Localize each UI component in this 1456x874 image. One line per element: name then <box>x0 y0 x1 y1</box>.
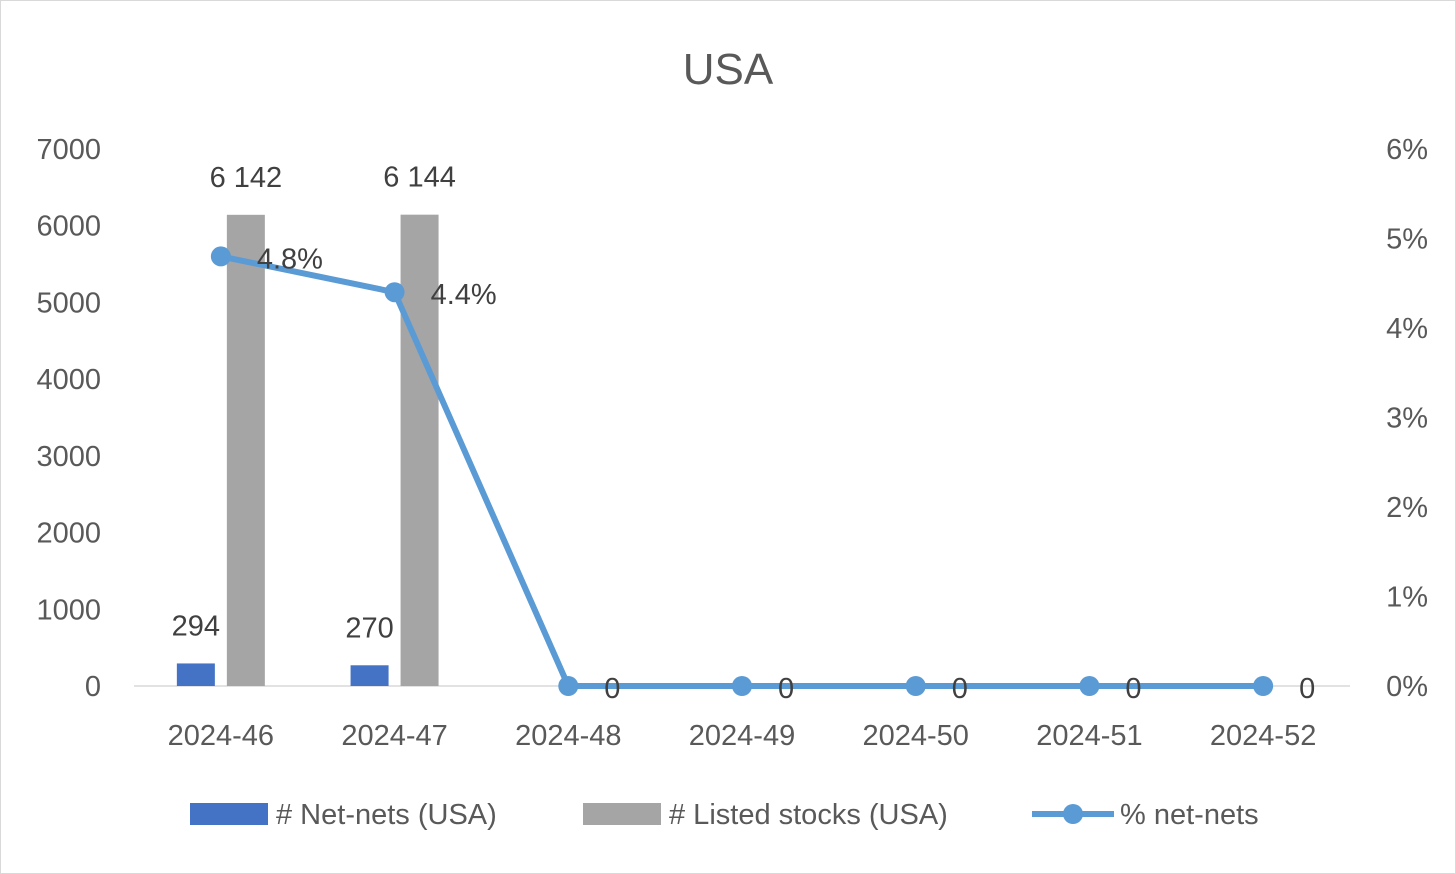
line-point <box>1079 676 1100 696</box>
left-tick-label: 6000 <box>36 211 101 243</box>
bar-listed-stocks <box>226 214 265 686</box>
x-tick-label: 2024-52 <box>1210 720 1316 752</box>
left-tick-label: 4000 <box>36 364 101 396</box>
legend-swatch-listed-stocks <box>583 803 661 825</box>
line-point <box>1253 676 1274 696</box>
line-layer: 4.8% 4.4% 0 0 0 0 0 <box>210 243 1315 705</box>
bar-data-label: 294 <box>172 610 220 642</box>
left-tick-label: 3000 <box>36 441 101 473</box>
left-tick-label: 5000 <box>36 287 101 319</box>
x-tick-label: 2024-47 <box>341 720 447 752</box>
line-data-label: 4.4% <box>431 279 497 311</box>
bar-labels-layer: 294 270 6 142 6 144 <box>172 162 456 645</box>
legend: # Net-nets (USA) # Listed stocks (USA) % n… <box>190 799 1259 831</box>
line-data-label: 0 <box>604 673 620 705</box>
right-tick-label: 2% <box>1386 492 1428 524</box>
left-tick-label: 0 <box>85 671 101 703</box>
legend-label-percent: % net-nets <box>1120 799 1259 831</box>
legend-swatch-net-nets <box>190 803 268 825</box>
line-data-label: 0 <box>1125 673 1141 705</box>
x-axis-ticks: 2024-46 2024-47 2024-48 2024-49 2024-50 2024-… <box>168 720 1317 752</box>
line-point <box>384 282 405 303</box>
line-data-label: 0 <box>778 673 794 705</box>
bar-net-nets <box>176 663 215 686</box>
line-point <box>210 246 231 267</box>
x-tick-label: 2024-49 <box>689 720 795 752</box>
left-tick-label: 7000 <box>36 134 101 166</box>
bar-listed-stocks <box>400 214 439 687</box>
legend-label-net-nets: # Net-nets (USA) <box>276 799 497 831</box>
right-tick-label: 1% <box>1386 582 1428 614</box>
bar-data-label: 270 <box>345 612 393 644</box>
left-axis-ticks: 0 1000 2000 3000 4000 5000 6000 7000 <box>36 134 101 703</box>
bars-layer <box>176 214 439 687</box>
x-tick-label: 2024-50 <box>862 720 968 752</box>
line-data-label: 0 <box>1299 673 1315 705</box>
legend-label-listed-stocks: # Listed stocks (USA) <box>669 799 948 831</box>
line-point <box>905 676 926 696</box>
x-tick-label: 2024-48 <box>515 720 621 752</box>
right-tick-label: 5% <box>1386 224 1428 256</box>
chart-title: USA <box>683 45 774 94</box>
line-point <box>732 676 752 696</box>
left-tick-label: 2000 <box>36 518 101 550</box>
legend-swatch-marker <box>1063 804 1083 824</box>
line-point <box>558 676 579 696</box>
right-tick-label: 0% <box>1386 671 1428 703</box>
x-tick-label: 2024-51 <box>1036 720 1142 752</box>
right-tick-label: 6% <box>1386 134 1428 166</box>
right-tick-label: 3% <box>1386 403 1428 435</box>
bar-data-label: 6 142 <box>210 162 283 194</box>
line-data-label: 4.8% <box>257 243 323 275</box>
bar-net-nets <box>350 665 389 686</box>
right-tick-label: 4% <box>1386 313 1428 345</box>
left-tick-label: 1000 <box>36 594 101 626</box>
x-tick-label: 2024-46 <box>168 720 274 752</box>
right-axis-ticks: 0% 1% 2% 3% 4% 5% 6% <box>1386 134 1428 703</box>
line-data-label: 0 <box>952 673 968 705</box>
bar-data-label: 6 144 <box>383 162 456 194</box>
